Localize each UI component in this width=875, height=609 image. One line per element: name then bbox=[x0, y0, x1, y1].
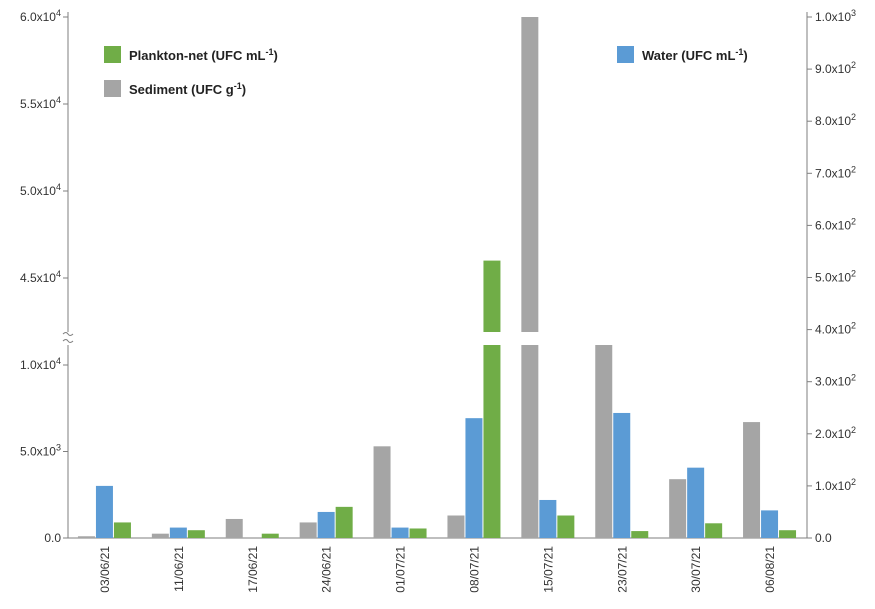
bar-sediment-08-07-21 bbox=[447, 515, 465, 538]
legend-label-plankton-net: Plankton-net (UFC mL-1) bbox=[129, 47, 278, 63]
right-tick-label: 5.0x102 bbox=[815, 269, 856, 285]
bar-water-23-07-21 bbox=[613, 412, 631, 538]
left-tick-label: 4.5x104 bbox=[20, 269, 61, 285]
x-tick-label: 08/07/21 bbox=[467, 546, 481, 593]
left-tick-label: 1.0x104 bbox=[20, 356, 61, 372]
x-tick-label: 23/07/21 bbox=[615, 546, 629, 593]
bar-water-06-08-21 bbox=[761, 510, 779, 538]
right-tick-label: 1.0x102 bbox=[815, 477, 856, 493]
x-tick-label: 30/07/21 bbox=[689, 546, 703, 593]
right-tick-label: 9.0x102 bbox=[815, 60, 856, 76]
x-tick-label: 03/06/21 bbox=[98, 546, 112, 593]
bar-plankton-net-08-07-21-upper bbox=[483, 260, 501, 332]
bar-sediment-15-07-21-upper bbox=[521, 17, 539, 332]
x-tick-label: 15/07/21 bbox=[541, 546, 555, 593]
bar-water-11-06-21 bbox=[169, 527, 187, 538]
bar-plankton-net-24-06-21 bbox=[335, 506, 353, 538]
chart-bars bbox=[77, 17, 797, 538]
bar-sediment-24-06-21 bbox=[299, 522, 317, 538]
bar-water-30-07-21 bbox=[687, 467, 705, 538]
bar-sediment-06-08-21 bbox=[743, 422, 761, 538]
axis-break-mark bbox=[62, 332, 74, 343]
bar-sediment-01-07-21 bbox=[373, 446, 391, 538]
x-tick-label: 01/07/21 bbox=[394, 546, 408, 593]
right-tick-label: 6.0x102 bbox=[815, 216, 856, 232]
bar-plankton-net-23-07-21 bbox=[631, 531, 649, 538]
chart-tick-labels: 0.0 5.0x103 1.0x104 4.5x104 5.0x104 5.5x104 6.… bbox=[20, 8, 856, 593]
right-tick-label: 4.0x102 bbox=[815, 321, 856, 337]
bar-plankton-net-30-07-21 bbox=[705, 523, 723, 538]
right-tick-label: 0.0 bbox=[815, 531, 832, 545]
x-tick-label: 17/06/21 bbox=[246, 546, 260, 593]
left-tick-label: 0.0 bbox=[44, 531, 61, 545]
left-tick-label: 5.0x104 bbox=[20, 182, 61, 198]
right-tick-label: 2.0x102 bbox=[815, 425, 856, 441]
right-tick-label: 7.0x102 bbox=[815, 164, 856, 180]
bar-plankton-net-06-08-21 bbox=[779, 530, 797, 538]
legend-swatch-plankton-net bbox=[104, 46, 121, 63]
bar-water-24-06-21 bbox=[317, 511, 335, 538]
legend-swatch-sediment bbox=[104, 80, 121, 97]
bar-water-01-07-21 bbox=[391, 527, 409, 538]
x-tick-label: 24/06/21 bbox=[320, 546, 334, 593]
right-tick-label: 1.0x103 bbox=[815, 8, 856, 24]
right-tick-label: 3.0x102 bbox=[815, 373, 856, 389]
bar-sediment-30-07-21 bbox=[669, 479, 687, 538]
legend-label-sediment: Sediment (UFC g-1) bbox=[129, 81, 246, 97]
bar-plankton-net-08-07-21-lower bbox=[483, 345, 501, 538]
bar-plankton-net-15-07-21 bbox=[557, 515, 575, 538]
legend-label-water: Water (UFC mL-1) bbox=[642, 47, 748, 63]
bar-sediment-11-06-21 bbox=[151, 533, 169, 538]
bar-plankton-net-03-06-21 bbox=[113, 522, 131, 538]
left-tick-label: 5.0x103 bbox=[20, 443, 61, 459]
left-tick-label: 6.0x104 bbox=[20, 8, 61, 24]
bar-sediment-15-07-21-lower bbox=[521, 345, 539, 538]
x-tick-label: 06/08/21 bbox=[763, 546, 777, 593]
x-tick-label: 11/06/21 bbox=[172, 546, 186, 592]
chart-legend: Plankton-net (UFC mL-1) Sediment (UFC g-1… bbox=[104, 46, 748, 97]
bar-sediment-03-06-21 bbox=[77, 536, 95, 538]
bar-water-15-07-21 bbox=[539, 499, 557, 538]
bar-water-03-06-21 bbox=[95, 485, 113, 538]
bar-sediment-17-06-21 bbox=[225, 518, 243, 538]
legend-swatch-water bbox=[617, 46, 634, 63]
bar-plankton-net-11-06-21 bbox=[187, 530, 205, 538]
bar-plankton-net-01-07-21 bbox=[409, 528, 427, 538]
bar-sediment-23-07-21-lower bbox=[595, 345, 613, 538]
left-tick-label: 5.5x104 bbox=[20, 95, 61, 111]
right-tick-label: 8.0x102 bbox=[815, 112, 856, 128]
bar-water-08-07-21 bbox=[465, 418, 483, 538]
bar-plankton-net-17-06-21 bbox=[261, 533, 279, 538]
